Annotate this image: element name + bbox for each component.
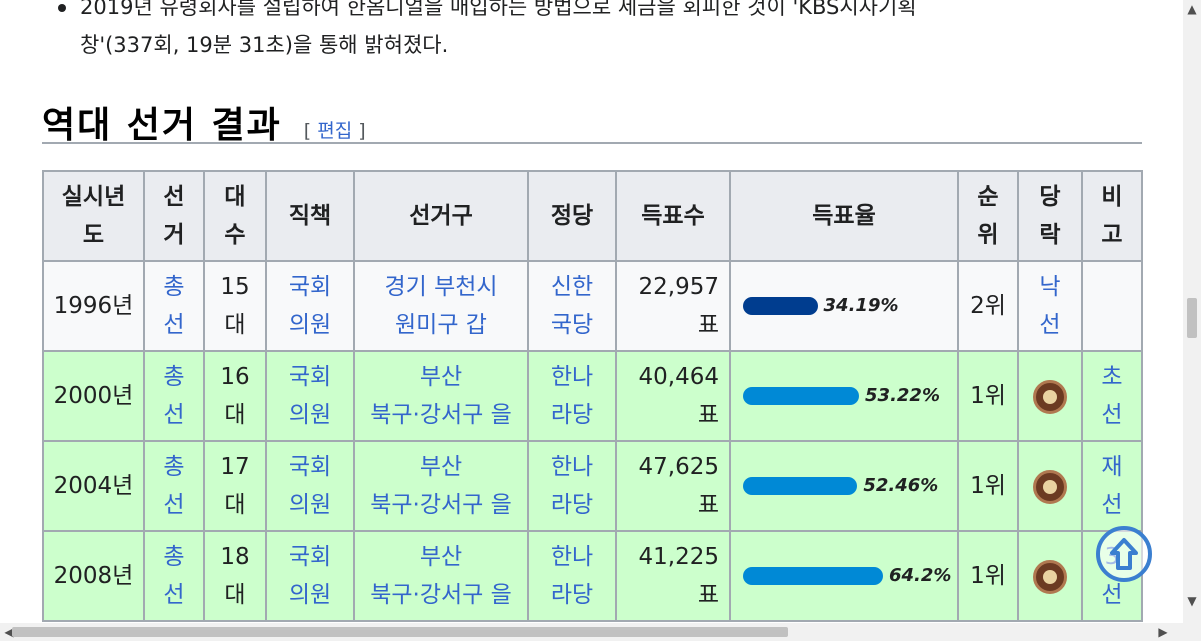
vote-share: 34.19%: [731, 287, 957, 325]
cell-result: [1017, 350, 1083, 442]
vote-share-label: 52.46%: [863, 475, 939, 496]
edit-bracket-open: [: [303, 120, 312, 142]
bullet-text-line2: 창'(337회, 19분 31초)을 통해 밝혀졌다.: [80, 33, 449, 57]
cell-result: [1017, 440, 1083, 532]
edit-bracket-close: ]: [358, 120, 366, 142]
cell-rank: 2위: [957, 260, 1019, 352]
bullet-text: 2019년 유령회사를 설립하여 한옴니얼을 매입하는 방법으로 세금을 회피한…: [80, 0, 1183, 64]
cell-rate: 64.2%: [729, 530, 959, 622]
cell-district[interactable]: 경기 부천시 원미구 갑: [353, 260, 529, 352]
cell-district[interactable]: 부산 북구·강서구 을: [353, 440, 529, 532]
header-district: 선거구: [353, 170, 529, 262]
scroll-left-arrow-icon[interactable]: ◀: [4, 625, 14, 639]
cell-year: 2008년: [42, 530, 145, 622]
vote-share-label: 64.2%: [888, 565, 952, 586]
vote-share-bar: [743, 567, 883, 585]
header-year: 실시년 도: [42, 170, 145, 262]
vote-share: 64.2%: [731, 557, 957, 595]
cell-party[interactable]: 한나 라당: [527, 440, 617, 532]
vertical-scroll-thumb[interactable]: [1187, 298, 1197, 338]
header-office: 직책: [265, 170, 355, 262]
scroll-up-arrow-icon[interactable]: ▲: [1187, 2, 1197, 16]
cell-district[interactable]: 부산 북구·강서구 을: [353, 530, 529, 622]
cell-office[interactable]: 국회 의원: [265, 530, 355, 622]
arrow-up-icon: [1110, 538, 1138, 570]
horizontal-scrollbar[interactable]: ◀ ▶: [0, 623, 1201, 641]
cell-note[interactable]: [1081, 260, 1143, 352]
cell-votes: 40,464 표: [615, 350, 731, 442]
cell-office[interactable]: 국회 의원: [265, 440, 355, 532]
horizontal-scroll-thumb[interactable]: [12, 627, 788, 637]
cell-rank: 1위: [957, 350, 1019, 442]
table-row: 2008년 총 선 18 대 국회 의원 부산 북구·강서구 을 한나 라당 41,225 표 64.2%…: [42, 530, 1143, 622]
cell-rate: 34.19%: [729, 260, 959, 352]
cell-year: 1996년: [42, 260, 145, 352]
cell-votes: 47,625 표: [615, 440, 731, 532]
medal-icon: [1033, 379, 1067, 414]
section-title: 역대 선거 결과: [42, 105, 282, 146]
table-row: 1996년 총 선 15 대 국회 의원 경기 부천시 원미구 갑 신한 국당 22,957 표 34.1…: [42, 260, 1143, 352]
scroll-right-arrow-icon[interactable]: ▶: [1158, 625, 1168, 639]
cell-term: 15 대: [203, 260, 267, 352]
cell-party[interactable]: 신한 국당: [527, 260, 617, 352]
cell-district[interactable]: 부산 북구·강서구 을: [353, 350, 529, 442]
cell-term: 16 대: [203, 350, 267, 442]
vote-share-bar: [743, 297, 818, 315]
cell-votes: 22,957 표: [615, 260, 731, 352]
cell-term: 18 대: [203, 530, 267, 622]
vote-share-label: 34.19%: [823, 295, 899, 316]
vote-share-label: 53.22%: [865, 385, 940, 406]
medal-icon: [1033, 559, 1067, 594]
cell-rate: 52.46%: [729, 440, 959, 532]
cell-party[interactable]: 한나 라당: [527, 350, 617, 442]
vote-share-bar: [743, 387, 860, 405]
scroll-down-arrow-icon[interactable]: ▼: [1187, 594, 1197, 608]
cell-office[interactable]: 국회 의원: [265, 260, 355, 352]
article-content: 2019년 유령회사를 설립하여 한옴니얼을 매입하는 방법으로 세금을 회피한…: [42, 0, 1183, 622]
table-row: 2004년 총 선 17 대 국회 의원 부산 북구·강서구 을 한나 라당 47,625 표 52.46…: [42, 440, 1143, 532]
medal-icon: [1033, 469, 1067, 504]
header-rate: 득표율: [729, 170, 959, 262]
vote-share: 53.22%: [731, 377, 957, 415]
cell-party[interactable]: 한나 라당: [527, 530, 617, 622]
cell-year: 2004년: [42, 440, 145, 532]
cell-rate: 53.22%: [729, 350, 959, 442]
vote-share-bar: [743, 477, 858, 495]
cell-office[interactable]: 국회 의원: [265, 350, 355, 442]
vote-share: 52.46%: [731, 467, 957, 505]
header-votes: 득표수: [615, 170, 731, 262]
bullet-text-line1: 2019년 유령회사를 설립하여 한옴니얼을 매입하는 방법으로 세금을 회피한…: [80, 0, 917, 19]
cell-result: [1017, 530, 1083, 622]
scroll-to-top-button[interactable]: [1096, 526, 1152, 582]
cell-year: 2000년: [42, 350, 145, 442]
cell-term: 17 대: [203, 440, 267, 532]
bullet-point: [58, 4, 66, 12]
vertical-scrollbar[interactable]: ▲ ▼: [1183, 0, 1201, 623]
table-row: 2000년 총 선 16 대 국회 의원 부산 북구·강서구 을 한나 라당 40,464 표 53.22…: [42, 350, 1143, 442]
cell-votes: 41,225 표: [615, 530, 731, 622]
cell-rank: 1위: [957, 440, 1019, 532]
section-heading: 역대 선거 결과 [ 편집 ]: [42, 96, 1142, 146]
edit-link[interactable]: 편집: [317, 120, 353, 142]
header-party: 정당: [527, 170, 617, 262]
edit-section: [ 편집 ]: [304, 116, 366, 143]
cell-rank: 1위: [957, 530, 1019, 622]
